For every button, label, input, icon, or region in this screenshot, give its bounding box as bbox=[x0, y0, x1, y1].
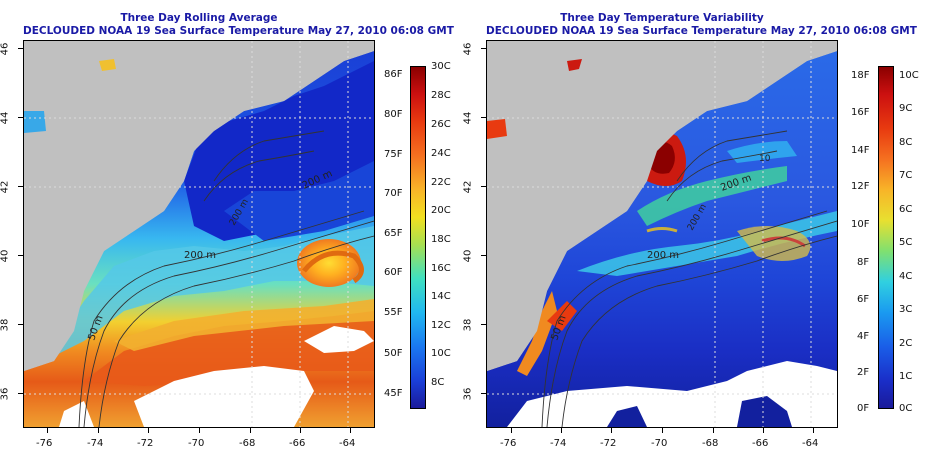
right-cbar-c-4: 4C bbox=[899, 271, 913, 282]
right-lat-label-38: 38 bbox=[462, 318, 474, 332]
right-cbar-f-0: 0F bbox=[857, 403, 870, 414]
right-lon-label--68: -68 bbox=[702, 438, 719, 449]
left-cbar-f-65: 65F bbox=[384, 228, 403, 239]
right-cbar-f-2: 2F bbox=[857, 367, 870, 378]
right-lat-label-44: 44 bbox=[462, 111, 474, 125]
right-cbar-f-6: 6F bbox=[857, 294, 870, 305]
left-cbar-f-75: 75F bbox=[384, 149, 403, 160]
right-cbar-c-0: 0C bbox=[899, 403, 913, 414]
left-cbar-f-50: 50F bbox=[384, 348, 403, 359]
left-cbar-c-28: 28C bbox=[431, 90, 451, 101]
right-lon-label--70: -70 bbox=[651, 438, 668, 449]
left-lat-label-42: 42 bbox=[0, 180, 11, 194]
right-cbar-c-6: 6C bbox=[899, 204, 913, 215]
right-lon-label--64: -64 bbox=[802, 438, 819, 449]
left-lon-label--70: -70 bbox=[188, 438, 205, 449]
right-contour-label-200m: 200 m bbox=[647, 250, 679, 261]
right-lon-label--72: -72 bbox=[600, 438, 617, 449]
left-title-line1: Three Day Rolling Average bbox=[120, 12, 278, 24]
left-cbar-c-8: 8C bbox=[431, 377, 445, 388]
right-cbar-f-4: 4F bbox=[857, 331, 870, 342]
left-cbar-f-86: 86F bbox=[384, 69, 403, 80]
left-lon-label--74: -74 bbox=[87, 438, 104, 449]
left-cbar-f-45: 45F bbox=[384, 388, 403, 399]
right-title-line2: DECLOUDED NOAA 19 Sea Surface Temperatur… bbox=[486, 25, 917, 37]
left-cbar-f-60: 60F bbox=[384, 267, 403, 278]
right-contour-label-10: 10 bbox=[759, 154, 771, 164]
right-cbar-c-8: 8C bbox=[899, 137, 913, 148]
left-lon-label--72: -72 bbox=[137, 438, 154, 449]
left-cbar-f-70: 70F bbox=[384, 188, 403, 199]
right-cbar-c-10: 10C bbox=[899, 70, 919, 81]
right-cbar-f-8: 8F bbox=[857, 257, 870, 268]
left-lat-label-40: 40 bbox=[0, 249, 11, 263]
left-lat-label-44: 44 bbox=[0, 111, 11, 125]
left-sst-map: 200 m 50 m 200 m 200 m bbox=[23, 40, 375, 428]
right-cbar-c-7: 7C bbox=[899, 170, 913, 181]
right-cbar-f-18: 18F bbox=[851, 70, 870, 81]
right-lat-label-40: 40 bbox=[462, 249, 474, 263]
left-lon-label--68: -68 bbox=[239, 438, 256, 449]
left-cbar-c-30: 30C bbox=[431, 61, 451, 72]
left-cbar-f-55: 55F bbox=[384, 307, 403, 318]
left-cbar-c-16: 16C bbox=[431, 263, 451, 274]
left-cbar-c-24: 24C bbox=[431, 148, 451, 159]
right-cbar-c-9: 9C bbox=[899, 103, 913, 114]
left-cbar-c-12: 12C bbox=[431, 320, 451, 331]
right-variability-map: 200 m 50 m 200 m 200 m 10 bbox=[486, 40, 838, 428]
left-contour-label-200m: 200 m bbox=[184, 250, 216, 261]
left-cbar-c-20: 20C bbox=[431, 205, 451, 216]
right-cbar-f-12: 12F bbox=[851, 181, 870, 192]
left-cbar-c-14: 14C bbox=[431, 291, 451, 302]
right-cbar-c-1: 1C bbox=[899, 371, 913, 382]
left-sst-map-image: 200 m 50 m 200 m 200 m bbox=[24, 41, 374, 427]
right-lat-label-46: 46 bbox=[462, 42, 474, 56]
right-lon-label--76: -76 bbox=[500, 438, 517, 449]
right-cbar-c-2: 2C bbox=[899, 338, 913, 349]
left-cbar-c-10: 10C bbox=[431, 348, 451, 359]
right-lon-label--66: -66 bbox=[752, 438, 769, 449]
left-lon-label--64: -64 bbox=[339, 438, 356, 449]
right-variability-map-image: 200 m 50 m 200 m 200 m 10 bbox=[487, 41, 837, 427]
left-lat-label-46: 46 bbox=[0, 42, 11, 56]
right-lon-label--74: -74 bbox=[550, 438, 567, 449]
right-title-line1: Three Day Temperature Variability bbox=[560, 12, 764, 24]
left-title-line2: DECLOUDED NOAA 19 Sea Surface Temperatur… bbox=[23, 25, 454, 37]
right-cbar-c-5: 5C bbox=[899, 237, 913, 248]
left-lat-label-38: 38 bbox=[0, 318, 11, 332]
left-cbar-c-26: 26C bbox=[431, 119, 451, 130]
right-cbar-f-14: 14F bbox=[851, 145, 870, 156]
left-lon-label--66: -66 bbox=[289, 438, 306, 449]
left-colorbar-gradient bbox=[410, 66, 426, 409]
left-cbar-c-18: 18C bbox=[431, 234, 451, 245]
right-cbar-f-16: 16F bbox=[851, 107, 870, 118]
left-cbar-f-80: 80F bbox=[384, 109, 403, 120]
left-lat-label-36: 36 bbox=[0, 387, 11, 401]
left-lon-label--76: -76 bbox=[36, 438, 53, 449]
right-cbar-f-10: 10F bbox=[851, 219, 870, 230]
left-cbar-c-22: 22C bbox=[431, 177, 451, 188]
right-colorbar-gradient bbox=[878, 66, 894, 409]
right-lat-label-42: 42 bbox=[462, 180, 474, 194]
right-lat-label-36: 36 bbox=[462, 387, 474, 401]
right-cbar-c-3: 3C bbox=[899, 304, 913, 315]
